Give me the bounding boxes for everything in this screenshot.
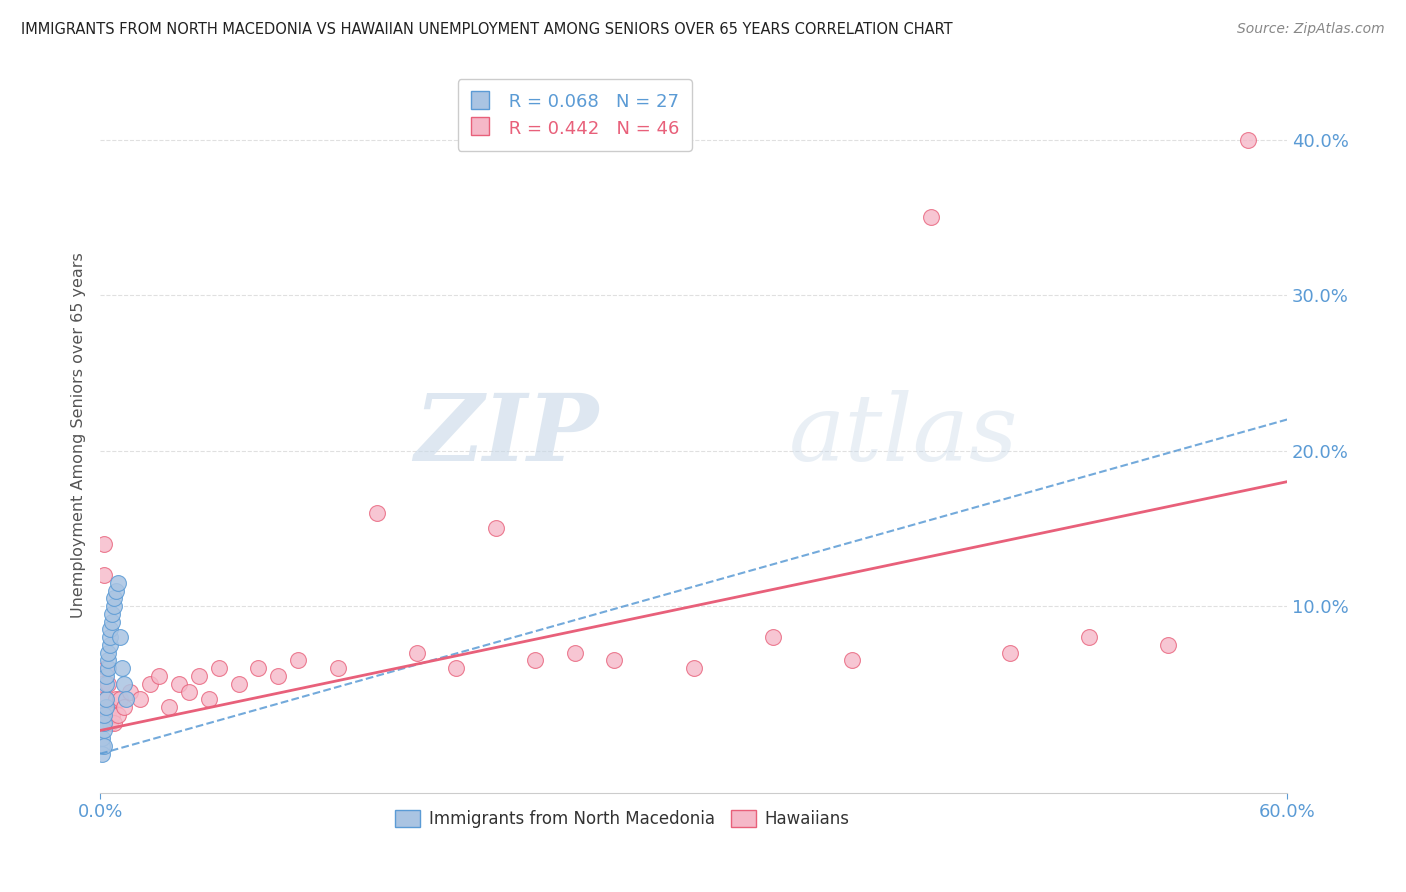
Point xyxy=(97,707,120,722)
Point xyxy=(287,653,309,667)
Point xyxy=(603,653,626,667)
Point xyxy=(138,677,160,691)
Point xyxy=(128,692,150,706)
Point xyxy=(115,692,138,706)
Point xyxy=(326,661,349,675)
Point xyxy=(107,575,129,590)
Point xyxy=(524,653,547,667)
Point xyxy=(198,692,221,706)
Point xyxy=(94,677,117,691)
Point xyxy=(94,669,117,683)
Point xyxy=(108,692,131,706)
Point xyxy=(1157,638,1180,652)
Point xyxy=(104,692,127,706)
Point xyxy=(101,615,124,629)
Point xyxy=(564,646,586,660)
Point xyxy=(97,677,120,691)
Point xyxy=(93,707,115,722)
Point xyxy=(762,630,785,644)
Point xyxy=(98,715,121,730)
Point xyxy=(91,747,114,761)
Point xyxy=(920,211,942,225)
Point xyxy=(485,521,508,535)
Point xyxy=(91,707,114,722)
Text: Source: ZipAtlas.com: Source: ZipAtlas.com xyxy=(1237,22,1385,37)
Point xyxy=(148,669,170,683)
Point xyxy=(267,669,290,683)
Point xyxy=(94,661,117,675)
Point xyxy=(1078,630,1101,644)
Point xyxy=(682,661,704,675)
Point xyxy=(91,677,114,691)
Y-axis label: Unemployment Among Seniors over 65 years: Unemployment Among Seniors over 65 years xyxy=(72,252,86,618)
Point xyxy=(94,692,117,706)
Point xyxy=(112,677,135,691)
Legend: Immigrants from North Macedonia, Hawaiians: Immigrants from North Macedonia, Hawaiia… xyxy=(388,803,856,834)
Point xyxy=(228,677,250,691)
Point xyxy=(157,700,180,714)
Point xyxy=(118,684,141,698)
Point xyxy=(208,661,231,675)
Text: IMMIGRANTS FROM NORTH MACEDONIA VS HAWAIIAN UNEMPLOYMENT AMONG SENIORS OVER 65 Y: IMMIGRANTS FROM NORTH MACEDONIA VS HAWAI… xyxy=(21,22,953,37)
Point xyxy=(247,661,270,675)
Point xyxy=(97,646,120,660)
Point xyxy=(103,599,125,613)
Point xyxy=(108,630,131,644)
Point xyxy=(93,715,115,730)
Point xyxy=(98,623,121,637)
Point xyxy=(98,630,121,644)
Point xyxy=(1236,133,1258,147)
Point xyxy=(111,661,134,675)
Point xyxy=(101,707,124,722)
Point xyxy=(107,707,129,722)
Point xyxy=(101,607,124,621)
Point xyxy=(97,661,120,675)
Point xyxy=(405,646,427,660)
Point xyxy=(98,638,121,652)
Point xyxy=(94,700,117,714)
Point xyxy=(366,506,388,520)
Point xyxy=(112,700,135,714)
Point xyxy=(179,684,201,698)
Point xyxy=(91,739,114,753)
Point xyxy=(167,677,190,691)
Point xyxy=(444,661,467,675)
Point xyxy=(188,669,211,683)
Text: ZIP: ZIP xyxy=(415,390,599,480)
Point xyxy=(97,653,120,667)
Point xyxy=(93,537,115,551)
Point xyxy=(93,568,115,582)
Point xyxy=(94,692,117,706)
Point xyxy=(841,653,863,667)
Point xyxy=(104,583,127,598)
Point xyxy=(103,715,125,730)
Point xyxy=(103,591,125,606)
Point xyxy=(93,739,115,753)
Text: atlas: atlas xyxy=(789,390,1018,480)
Point xyxy=(998,646,1021,660)
Point xyxy=(93,723,115,738)
Point xyxy=(98,700,121,714)
Point xyxy=(91,731,114,746)
